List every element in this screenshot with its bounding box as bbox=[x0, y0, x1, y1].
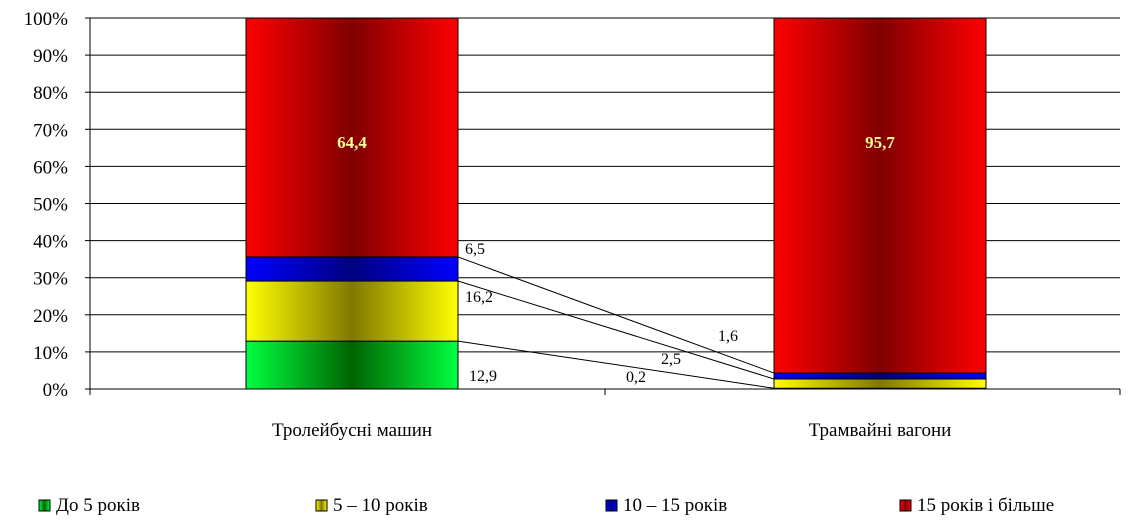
y-tick-label: 30% bbox=[33, 269, 68, 290]
bar-segment bbox=[773, 17, 987, 374]
data-label: 2,5 bbox=[661, 351, 681, 368]
data-labels: 12,9 16,2 6,5 0,2 2,5 1,6 64,4 95,7 bbox=[337, 133, 895, 386]
y-tick-label: 20% bbox=[33, 306, 68, 327]
bar-segment bbox=[773, 372, 987, 380]
data-label: 16,2 bbox=[465, 289, 493, 306]
y-tick-label: 60% bbox=[33, 157, 68, 178]
bar-segment bbox=[245, 280, 459, 342]
y-tick-label: 10% bbox=[33, 343, 68, 364]
legend-label: До 5 років bbox=[56, 495, 140, 516]
category-label: Трамвайні вагони bbox=[809, 420, 952, 441]
bars bbox=[245, 17, 987, 390]
legend: До 5 років 5 – 10 років 10 – 15 років 15 ро… bbox=[38, 495, 1054, 516]
legend-label: 5 – 10 років bbox=[333, 495, 428, 516]
y-tick-label: 50% bbox=[33, 195, 68, 216]
y-tick-label: 70% bbox=[33, 120, 68, 141]
data-label-main: 95,7 bbox=[865, 133, 895, 152]
leader-line bbox=[457, 256, 775, 374]
legend-label: 10 – 15 років bbox=[623, 495, 727, 516]
legend-swatch bbox=[315, 499, 328, 512]
legend-swatch bbox=[899, 499, 912, 512]
data-label-main: 64,4 bbox=[337, 133, 367, 152]
y-tick-label: 90% bbox=[33, 46, 68, 67]
legend-swatch bbox=[38, 499, 51, 512]
data-label: 6,5 bbox=[465, 241, 485, 258]
y-tick-label: 0% bbox=[43, 380, 69, 401]
y-tick-label: 100% bbox=[24, 9, 69, 30]
y-tick-label: 40% bbox=[33, 232, 68, 253]
data-label: 0,2 bbox=[626, 369, 646, 386]
bar-segment bbox=[245, 17, 459, 258]
legend-label: 15 років і більше bbox=[917, 495, 1054, 516]
leader-line bbox=[457, 340, 775, 389]
leader-line bbox=[457, 280, 775, 380]
category-label: Тролейбусні машин bbox=[272, 420, 432, 441]
bar-segment bbox=[773, 378, 987, 389]
legend-swatch bbox=[605, 499, 618, 512]
axes: 0% 10% 20% 30% 40% 50% 60% 70% 80% 90% 100% Тролейб… bbox=[24, 9, 1121, 441]
y-tick-label: 80% bbox=[33, 83, 68, 104]
leader-lines bbox=[457, 256, 775, 389]
data-label: 12,9 bbox=[469, 368, 497, 385]
bar-segment bbox=[245, 256, 459, 282]
data-label: 1,6 bbox=[718, 328, 738, 345]
bar-segment bbox=[245, 340, 459, 390]
